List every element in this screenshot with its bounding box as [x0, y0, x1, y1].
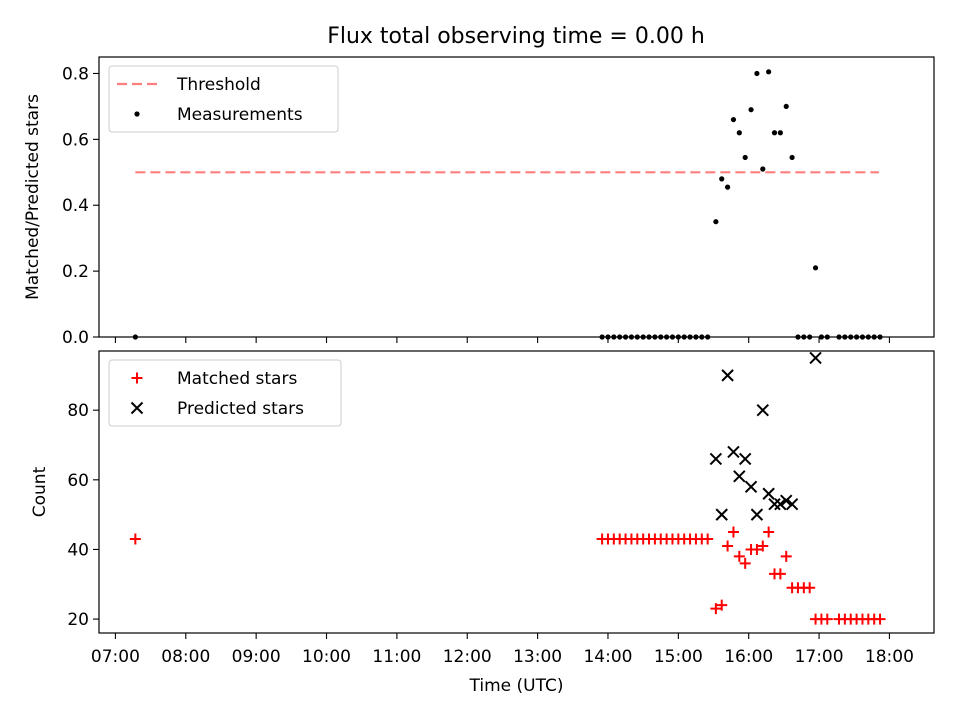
- y-tick-label: 0.4: [62, 196, 89, 216]
- measurement-point: [713, 219, 719, 225]
- series-1: [709, 351, 822, 521]
- x-tick-label: 07:00: [91, 647, 140, 667]
- measurement-point: [812, 265, 819, 271]
- predicted-star-point: [721, 369, 734, 382]
- matched-star-point: [763, 526, 775, 538]
- y-tick-label: 80: [67, 401, 89, 421]
- x-tick-label: 08:00: [161, 647, 210, 667]
- x-tick-label: 10:00: [302, 647, 351, 667]
- measurement-point: [789, 154, 795, 161]
- x-tick-label: 18:00: [865, 647, 914, 667]
- measurement-point: [719, 176, 725, 182]
- predicted-star-point: [762, 487, 775, 500]
- legend-frame: [108, 359, 342, 427]
- series-0: [129, 526, 886, 625]
- y-tick-label: 60: [67, 471, 89, 491]
- x-tick-label: 13:00: [513, 647, 562, 667]
- measurement-point: [766, 69, 772, 75]
- matched-star-point: [702, 533, 714, 545]
- measurement-point: [724, 184, 731, 190]
- predicted-star-point: [715, 508, 728, 521]
- y-axis-label: Matched/Predicted stars: [23, 94, 43, 300]
- legend-label: Threshold: [176, 75, 261, 95]
- matched-star-point: [874, 613, 886, 625]
- x-tick-label: 16:00: [724, 647, 773, 667]
- predicted-star-point: [780, 494, 793, 507]
- predicted-star-point: [774, 497, 787, 511]
- predicted-star-point: [744, 480, 758, 493]
- matched-star-point: [129, 533, 141, 545]
- y-axis-label: Count: [30, 466, 50, 517]
- axes-frame: [98, 56, 935, 338]
- measurement-point: [760, 166, 766, 172]
- matched-star-point: [716, 599, 728, 611]
- predicted-star-point: [733, 470, 746, 483]
- measurement-point: [754, 70, 760, 77]
- matched-star-point: [739, 557, 751, 569]
- predicted-star-point: [709, 452, 723, 466]
- matched-star-point: [710, 603, 722, 615]
- matched-star-point: [821, 613, 833, 625]
- x-tick-label: 15:00: [654, 647, 703, 667]
- measurement-point: [742, 154, 748, 161]
- x-axis-label: Time (UTC): [469, 676, 564, 696]
- measurement-point: [748, 107, 754, 113]
- predicted-star-point: [727, 445, 740, 459]
- y-tick-label: 0.0: [62, 328, 89, 348]
- measurement-point: [771, 130, 778, 136]
- predicted-star-point: [785, 497, 799, 511]
- matched-star-point: [751, 543, 763, 555]
- x-tick-label: 12:00: [443, 647, 492, 667]
- count-panel: 20 40 60 80 07:00 08:00 09:00 10:00 11:00 12:00 13…: [30, 350, 935, 696]
- y-tick-label: 20: [67, 610, 89, 630]
- legend-swatch: [134, 111, 140, 117]
- x-tick-label: 11:00: [372, 647, 421, 667]
- legend: Matched stars Predicted stars: [108, 359, 342, 427]
- measurement-point: [777, 130, 783, 136]
- matched-star-point: [774, 568, 786, 580]
- legend-label: Matched stars: [177, 369, 297, 389]
- matched-star-point: [727, 526, 739, 538]
- predicted-star-point: [768, 497, 781, 511]
- legend-swatch: [130, 401, 144, 415]
- legend-label: Predicted stars: [177, 399, 304, 419]
- predicted-star-point: [809, 351, 822, 365]
- matched-star-point: [804, 582, 816, 594]
- legend: Threshold Measurements: [108, 65, 339, 133]
- legend-swatch: [131, 372, 143, 384]
- y-tick-label: 40: [67, 540, 89, 560]
- matched-star-point: [722, 540, 734, 552]
- matched-star-point: [780, 550, 792, 562]
- x-tick-label: 14:00: [583, 647, 632, 667]
- predicted-star-point: [756, 403, 769, 417]
- predicted-star-point: [738, 452, 752, 466]
- x-tick-label: 09:00: [232, 647, 281, 667]
- legend-frame: [108, 65, 339, 133]
- axes-frame: [98, 350, 935, 634]
- measurement-point: [736, 130, 742, 136]
- matched-star-point: [733, 550, 745, 562]
- measurement-point: [730, 116, 737, 123]
- y-tick-label: 0.2: [62, 262, 89, 282]
- measurement-point: [783, 103, 789, 110]
- matched-star-point: [757, 540, 769, 552]
- ratio-panel: 0.0 0.2 0.4 0.6 0.8 Matched/Predicted stars Th…: [23, 56, 935, 348]
- figure-title: Flux total observing time = 0.00 h: [327, 24, 705, 49]
- x-tick-label: 17:00: [795, 647, 844, 667]
- y-tick-label: 0.8: [62, 64, 89, 84]
- legend-label: Measurements: [177, 105, 303, 125]
- y-tick-label: 0.6: [62, 130, 89, 150]
- predicted-star-point: [750, 508, 764, 521]
